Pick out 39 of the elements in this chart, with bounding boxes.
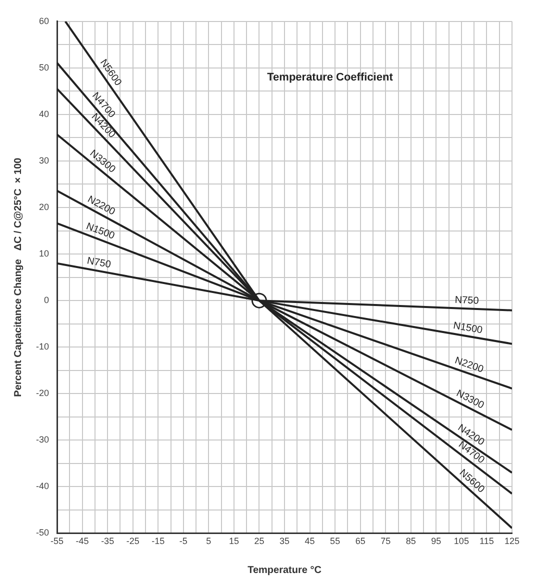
text: N1500 bbox=[84, 221, 116, 242]
x-tick-label: 95 bbox=[431, 536, 442, 546]
y-tick-label: -50 bbox=[36, 528, 50, 538]
text: N750 bbox=[86, 256, 112, 271]
y-tick-label: 50 bbox=[38, 62, 50, 72]
y-tick-label: -20 bbox=[36, 388, 50, 398]
x-tick-label: 35 bbox=[279, 536, 290, 546]
y-tick-label: 0 bbox=[44, 295, 50, 306]
x-axis-title: Temperature °C bbox=[248, 564, 322, 576]
text: N2200 bbox=[453, 355, 485, 376]
x-tick-label: -25 bbox=[126, 536, 140, 546]
y-tick-label: 20 bbox=[38, 202, 50, 212]
y-tick-label: -10 bbox=[36, 342, 50, 352]
y-tick-label: 30 bbox=[38, 155, 50, 166]
y-tick-label: -30 bbox=[36, 434, 50, 445]
x-tick-label: 45 bbox=[304, 536, 315, 546]
x-tick-label: -15 bbox=[152, 536, 165, 546]
x-tick-label: -5 bbox=[179, 536, 188, 546]
text: Temperature Coefficient bbox=[267, 72, 394, 84]
x-tick-label: 55 bbox=[330, 536, 340, 546]
x-tick-label: 25 bbox=[254, 536, 264, 546]
y-axis-title: Percent Capacitance Change ΔC / C@25°C × 100 bbox=[12, 157, 24, 397]
x-tick-label: 115 bbox=[480, 536, 494, 546]
x-tick-label: -55 bbox=[50, 536, 64, 546]
text: N1500 bbox=[452, 320, 484, 336]
x-tick-label: 65 bbox=[355, 536, 366, 546]
x-tick-label: 5 bbox=[206, 536, 212, 546]
x-tick-label: -35 bbox=[101, 536, 114, 546]
y-tick-label: 10 bbox=[38, 248, 50, 259]
y-tick-label: 60 bbox=[38, 16, 50, 26]
x-tick-label: 105 bbox=[454, 536, 469, 546]
series-label: N750 bbox=[454, 294, 480, 307]
x-tick-label: -45 bbox=[76, 536, 89, 546]
x-tick-label: 125 bbox=[504, 536, 520, 546]
x-tick-label: 15 bbox=[228, 536, 239, 546]
x-tick-label: 85 bbox=[406, 536, 416, 546]
y-tick-label: 40 bbox=[38, 108, 50, 119]
y-tick-label: -40 bbox=[36, 481, 50, 492]
x-tick-label: 75 bbox=[380, 536, 391, 546]
